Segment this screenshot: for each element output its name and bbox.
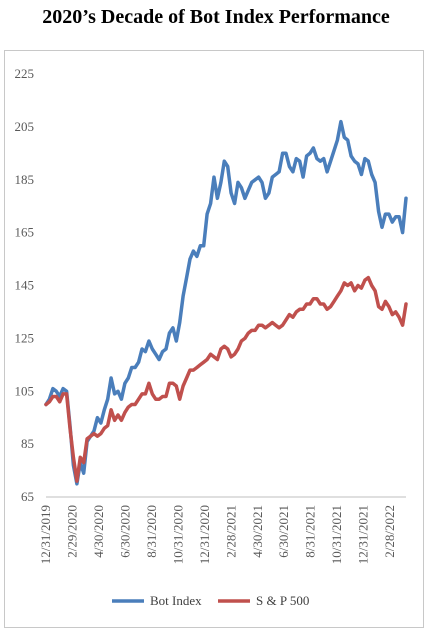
chart-frame (4, 50, 424, 628)
y-tick-label: 105 (15, 383, 35, 398)
x-tick-label: 2/28/2022 (382, 505, 397, 558)
y-tick-label: 65 (21, 489, 34, 504)
series-line-s-p-500 (44, 275, 408, 483)
x-tick-label: 8/31/2021 (303, 505, 318, 558)
y-tick-label: 185 (15, 172, 35, 187)
y-tick-label: 125 (15, 330, 35, 345)
x-tick-label: 2/28/2021 (223, 505, 238, 558)
x-tick-label: 12/31/2021 (356, 505, 371, 564)
x-tick-label: 12/31/2019 (38, 505, 53, 564)
x-tick-label: 8/31/2020 (144, 505, 159, 558)
x-tick-label: 2/29/2020 (64, 505, 79, 558)
x-tick-label: 12/31/2020 (197, 505, 212, 564)
x-tick-label: 4/30/2020 (91, 505, 106, 558)
y-tick-label: 165 (15, 225, 35, 240)
x-tick-label: 6/30/2021 (276, 505, 291, 558)
x-tick-label: 10/31/2020 (170, 505, 185, 564)
y-tick-label: 145 (15, 278, 35, 293)
chart-title: 2020’s Decade of Bot Index Performance (42, 6, 390, 28)
y-tick-label: 225 (15, 66, 35, 81)
legend-label: S & P 500 (256, 593, 309, 608)
legend-label: Bot Index (150, 593, 202, 608)
series-line-bot-index (44, 119, 408, 486)
x-tick-label: 4/30/2021 (250, 505, 265, 558)
x-tick-label: 6/30/2020 (117, 505, 132, 558)
y-tick-label: 85 (21, 436, 34, 451)
x-tick-label: 10/31/2021 (329, 505, 344, 564)
y-tick-label: 205 (15, 119, 35, 134)
